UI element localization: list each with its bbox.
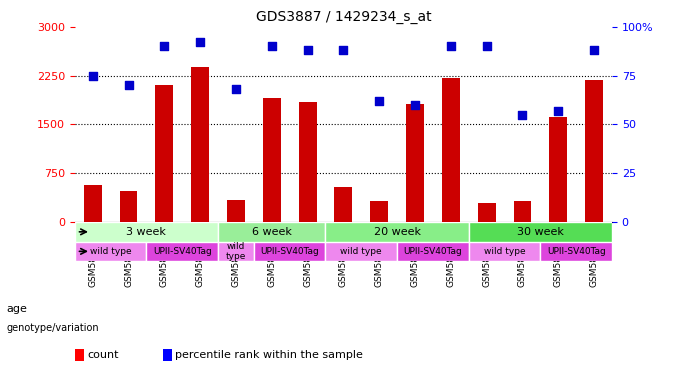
Bar — [84, 185, 102, 222]
Point — [374, 98, 385, 104]
Point — [267, 43, 277, 50]
Bar — [585, 80, 603, 222]
Text: genotype/variation: genotype/variation — [7, 323, 99, 333]
Point — [445, 43, 456, 50]
Text: 30 week: 30 week — [517, 227, 564, 237]
FancyBboxPatch shape — [326, 222, 469, 242]
Text: 6 week: 6 week — [252, 227, 292, 237]
FancyBboxPatch shape — [75, 242, 146, 261]
FancyBboxPatch shape — [397, 242, 469, 261]
Bar — [227, 200, 245, 222]
Title: GDS3887 / 1429234_s_at: GDS3887 / 1429234_s_at — [256, 10, 431, 25]
Point — [194, 40, 205, 46]
Bar — [155, 86, 173, 222]
Text: percentile rank within the sample: percentile rank within the sample — [175, 350, 363, 360]
Text: wild type: wild type — [341, 247, 382, 256]
Bar — [262, 98, 281, 222]
Bar — [299, 102, 316, 222]
Point — [159, 43, 170, 50]
Bar — [370, 200, 388, 222]
Point — [231, 86, 241, 93]
Point — [517, 112, 528, 118]
Point — [589, 47, 600, 53]
FancyBboxPatch shape — [254, 242, 326, 261]
Text: wild type: wild type — [483, 247, 526, 256]
Text: UPII-SV40Tag: UPII-SV40Tag — [153, 247, 211, 256]
FancyBboxPatch shape — [146, 242, 218, 261]
Bar — [191, 67, 209, 222]
FancyBboxPatch shape — [218, 242, 254, 261]
Bar — [549, 117, 567, 222]
Bar — [513, 201, 532, 222]
FancyBboxPatch shape — [326, 242, 397, 261]
Text: UPII-SV40Tag: UPII-SV40Tag — [403, 247, 462, 256]
Text: UPII-SV40Tag: UPII-SV40Tag — [260, 247, 319, 256]
Bar — [120, 191, 137, 222]
Text: wild type: wild type — [90, 247, 131, 256]
Text: wild
type: wild type — [226, 242, 246, 261]
Text: age: age — [7, 304, 28, 314]
Bar — [442, 78, 460, 222]
Point — [338, 47, 349, 53]
FancyBboxPatch shape — [218, 222, 326, 242]
FancyBboxPatch shape — [541, 242, 612, 261]
Bar — [335, 187, 352, 222]
Text: 3 week: 3 week — [126, 227, 167, 237]
Point — [87, 73, 98, 79]
Point — [553, 108, 564, 114]
Point — [481, 43, 492, 50]
Text: 20 week: 20 week — [373, 227, 421, 237]
FancyBboxPatch shape — [75, 222, 218, 242]
Bar — [477, 203, 496, 222]
Point — [123, 83, 134, 89]
FancyBboxPatch shape — [469, 222, 612, 242]
Bar — [406, 104, 424, 222]
Point — [409, 102, 420, 108]
FancyBboxPatch shape — [469, 242, 541, 261]
Text: UPII-SV40Tag: UPII-SV40Tag — [547, 247, 606, 256]
Point — [302, 47, 313, 53]
Text: count: count — [87, 350, 118, 360]
